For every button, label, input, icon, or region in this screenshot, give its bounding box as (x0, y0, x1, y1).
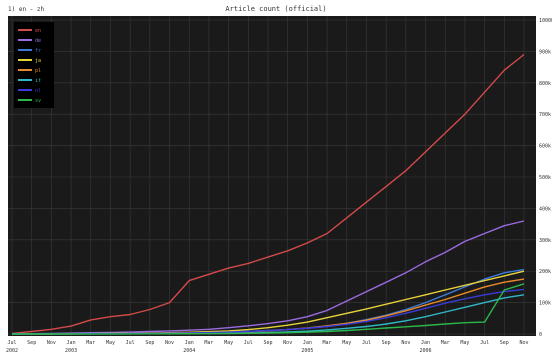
x-tick-label: Sep (382, 340, 391, 346)
x-tick-label: Jul (362, 340, 371, 346)
x-tick-label: May (460, 340, 469, 346)
x-tick-label: Nov (283, 340, 292, 346)
legend-label-en: en (35, 28, 41, 34)
legend-label-fr: fr (35, 48, 41, 54)
x-tick-label: Sep (263, 340, 272, 346)
legend-label-it: it (35, 78, 41, 84)
x-year-label: 2006 (420, 348, 432, 354)
x-year-label: 2004 (183, 348, 195, 354)
series-line-sv (12, 283, 525, 335)
y-tick-label: 200k (539, 269, 551, 275)
x-tick-label: Nov (519, 340, 528, 346)
x-tick-label: May (342, 340, 351, 346)
chart-title: Article count (official) (225, 5, 326, 13)
y-tick-label: 100k (539, 301, 551, 307)
x-tick-label: Jul (244, 340, 253, 346)
x-tick-label: Mar (204, 340, 213, 346)
legend: en de fr ja pl it nl sv (14, 22, 54, 108)
x-year-label: 2003 (65, 348, 77, 354)
legend-box (14, 22, 54, 108)
x-tick-label: Sep (500, 340, 509, 346)
x-tick-label: Jul (480, 340, 489, 346)
y-tick-label: 500k (539, 175, 551, 181)
x-tick-label: Sep (27, 340, 36, 346)
legend-label-sv: sv (35, 98, 41, 104)
series-line-en (11, 53, 525, 335)
y-tick-label: 400k (539, 206, 551, 212)
x-tick-label: May (106, 340, 115, 346)
x-tick-label: Jan (67, 340, 76, 346)
x-tick-label: Nov (165, 340, 174, 346)
x-tick-label: Jan (421, 340, 430, 346)
x-tick-label: Jul (7, 340, 16, 346)
x-tick-label: Sep (145, 340, 154, 346)
x-tick-label: May (224, 340, 233, 346)
y-tick-label: 900k (539, 49, 551, 55)
x-tick-label: Mar (441, 340, 450, 346)
legend-label-nl: nl (35, 88, 41, 94)
series-lines (11, 53, 525, 335)
x-tick-label: Jan (303, 340, 312, 346)
series-line-de (11, 220, 525, 335)
y-tick-label: 1000k (539, 18, 552, 24)
legend-label-de: de (35, 38, 41, 44)
y-tick-label: 800k (539, 81, 551, 87)
grid (8, 16, 536, 336)
legend-label-ja: ja (35, 58, 41, 64)
x-tick-label: Jul (126, 340, 135, 346)
y-tick-label: 700k (539, 112, 551, 118)
x-year-label: 2002 (6, 348, 18, 354)
legend-label-pl: pl (35, 68, 41, 74)
axis-ticks: 0 100k 200k 300k 400k 500k 600k 700k 800k 900k 100… (6, 18, 552, 354)
plot-area (8, 16, 536, 336)
x-tick-label: Nov (47, 340, 56, 346)
corner-label: 1) en - zh (8, 6, 45, 13)
x-tick-label: Nov (401, 340, 410, 346)
y-tick-label: 300k (539, 238, 551, 244)
y-tick-label: 600k (539, 144, 551, 150)
x-tick-label: Mar (86, 340, 95, 346)
x-year-label: 2005 (301, 348, 313, 354)
x-tick-label: Mar (323, 340, 332, 346)
x-tick-label: Jan (185, 340, 194, 346)
y-tick-label: 0 (539, 332, 542, 338)
